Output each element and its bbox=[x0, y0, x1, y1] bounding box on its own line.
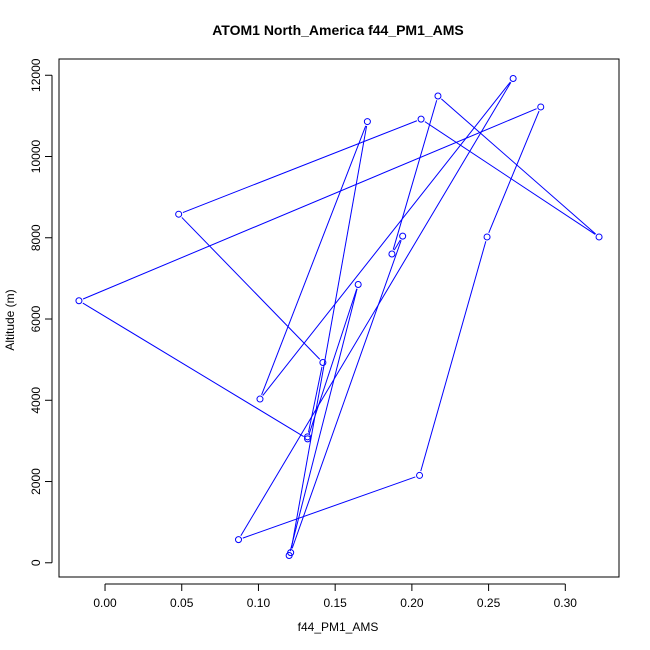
series-segment bbox=[488, 110, 540, 233]
y-axis-label: Altitude (m) bbox=[3, 289, 17, 350]
data-point bbox=[235, 536, 243, 544]
series-segment bbox=[441, 98, 596, 235]
data-point bbox=[304, 433, 312, 441]
data-point bbox=[175, 210, 183, 218]
series-segment bbox=[181, 217, 321, 360]
series-segment bbox=[420, 241, 487, 472]
data-point bbox=[75, 297, 83, 305]
series-segment bbox=[240, 82, 512, 537]
data-point bbox=[388, 250, 396, 258]
series-lines bbox=[82, 81, 596, 552]
series-segment bbox=[289, 288, 358, 552]
x-tick-label: 0.10 bbox=[247, 596, 271, 610]
y-tick-label: 6000 bbox=[29, 305, 43, 332]
y-tick-label: 8000 bbox=[29, 224, 43, 251]
plot-frame bbox=[58, 58, 620, 578]
series-segment bbox=[291, 240, 402, 549]
data-point bbox=[416, 471, 424, 479]
data-point bbox=[483, 233, 491, 241]
series-segment bbox=[290, 125, 368, 549]
data-point bbox=[363, 118, 371, 126]
data-point bbox=[399, 232, 407, 240]
x-tick-label: 0.00 bbox=[93, 596, 117, 610]
data-point bbox=[354, 280, 362, 288]
data-point bbox=[434, 92, 442, 100]
series-segment bbox=[393, 239, 401, 251]
x-axis-label: f44_PM1_AMS bbox=[298, 620, 379, 634]
series-points bbox=[75, 75, 603, 559]
chart-title: ATOM1 North_America f44_PM1_AMS bbox=[212, 22, 464, 38]
series-segment bbox=[182, 120, 418, 214]
data-point bbox=[417, 115, 425, 123]
series-segment bbox=[424, 121, 596, 235]
y-tick-label: 4000 bbox=[29, 387, 43, 414]
data-point bbox=[595, 233, 603, 241]
y-tick-label: 0 bbox=[29, 559, 43, 566]
data-point bbox=[319, 358, 327, 366]
series-segment bbox=[307, 366, 323, 433]
x-tick-label: 0.05 bbox=[170, 596, 194, 610]
series-segment bbox=[82, 108, 537, 300]
y-tick-label: 2000 bbox=[29, 468, 43, 495]
series-segment bbox=[242, 476, 416, 539]
series-segment bbox=[308, 288, 358, 435]
x-axis: 0.00 0.05 0.10 0.15 0.20 0.25 0.30 bbox=[93, 583, 578, 610]
x-tick-label: 0.30 bbox=[554, 596, 578, 610]
series-segment bbox=[82, 302, 304, 437]
x-tick-label: 0.20 bbox=[400, 596, 424, 610]
data-point bbox=[256, 395, 264, 403]
y-tick-label: 12000 bbox=[29, 58, 43, 92]
data-point bbox=[537, 103, 545, 111]
x-tick-label: 0.15 bbox=[323, 596, 347, 610]
y-axis: 0 2000 4000 6000 8000 10000 12000 bbox=[29, 58, 53, 566]
series-segment bbox=[261, 125, 367, 396]
x-tick-label: 0.25 bbox=[477, 596, 501, 610]
y-tick-label: 10000 bbox=[29, 139, 43, 173]
data-point bbox=[287, 549, 295, 557]
data-point bbox=[304, 435, 312, 443]
data-point bbox=[509, 75, 517, 83]
